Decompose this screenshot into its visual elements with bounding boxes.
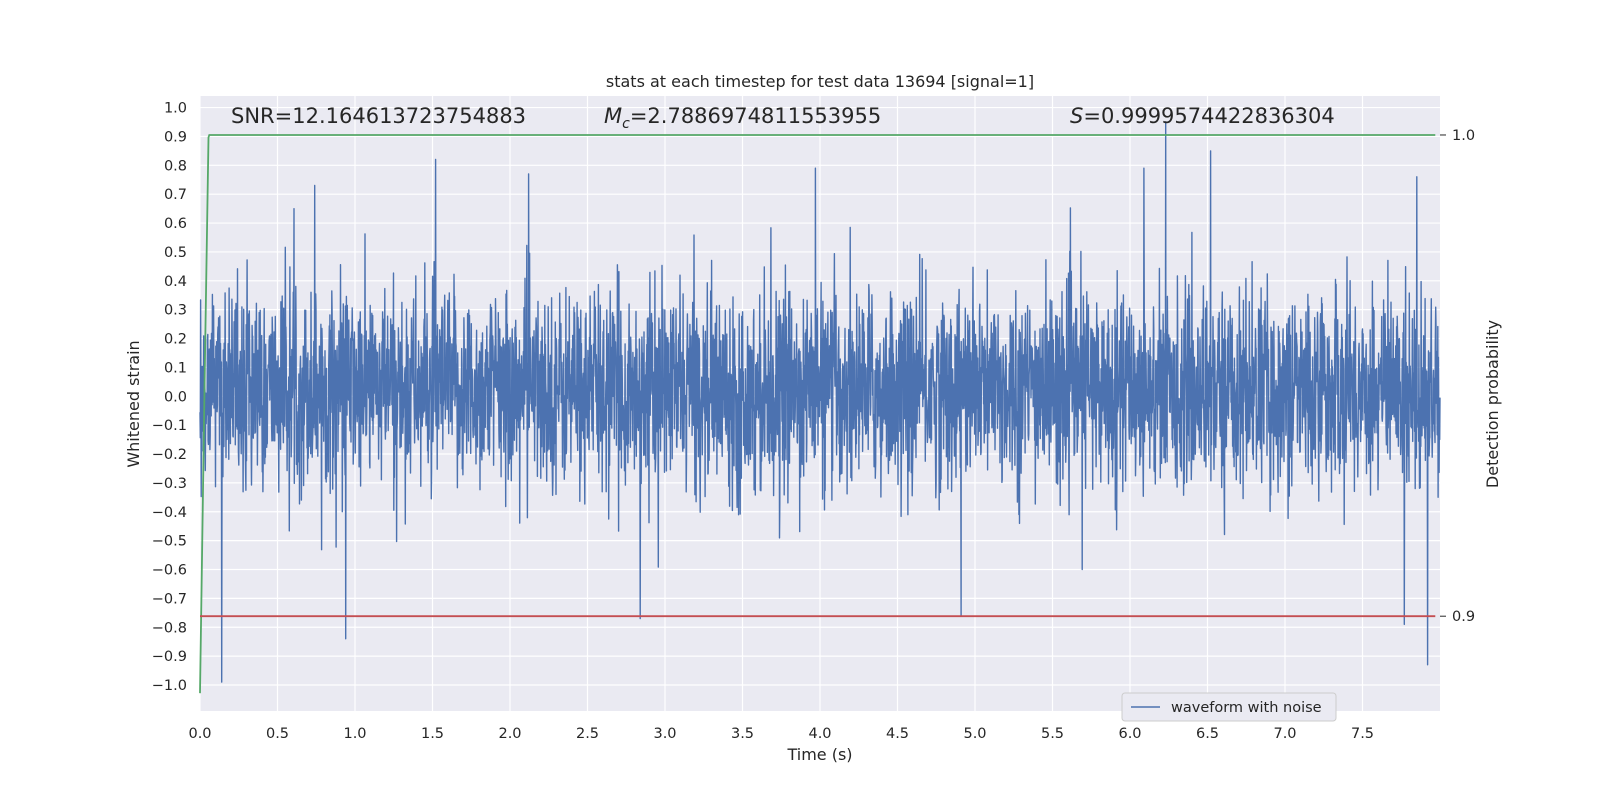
s-value: =0.9999574422836304	[1083, 104, 1334, 128]
mc-value: =2.7886974811553955	[630, 104, 881, 128]
y-tick-label: −0.7	[152, 591, 187, 607]
legend: waveform with noise	[1121, 692, 1337, 722]
y-tick-label: −0.4	[152, 505, 187, 521]
x-tick-label: 2.0	[498, 726, 521, 742]
x-tick-label: 5.5	[1041, 726, 1064, 742]
y2-tick-label: 1.0	[1452, 128, 1475, 144]
x-tick-label: 6.5	[1196, 726, 1219, 742]
x-tick-label: 7.0	[1273, 726, 1296, 742]
y2-axis-label: Detection probability	[1483, 320, 1502, 488]
snr-annotation: SNR=12.164613723754883	[231, 104, 526, 128]
x-tick-label: 7.5	[1351, 726, 1374, 742]
x-tick-label: 3.5	[731, 726, 754, 742]
y-tick-label: −0.5	[152, 534, 187, 550]
legend-label-waveform: waveform with noise	[1171, 700, 1322, 716]
y-tick-label: 0.6	[164, 216, 187, 232]
s-symbol: S	[1070, 104, 1083, 128]
x-tick-label: 4.5	[886, 726, 909, 742]
y-tick-label: 0.0	[164, 389, 187, 405]
chart-title: stats at each timestep for test data 136…	[606, 72, 1034, 91]
x-tick-label: 6.0	[1118, 726, 1141, 742]
mc-subscript: c	[622, 116, 630, 132]
x-tick-label: 0.0	[188, 726, 211, 742]
y-tick-label: 0.1	[164, 360, 187, 376]
y-tick-label: 0.5	[164, 245, 187, 261]
y-tick-label: 0.8	[164, 158, 187, 174]
y-tick-label: −0.1	[152, 418, 187, 434]
y-tick-label: 0.9	[164, 129, 187, 145]
y-tick-label: 0.7	[164, 187, 187, 203]
y-tick-label: −1.0	[152, 678, 187, 694]
y2-tick-label: 0.9	[1452, 609, 1475, 625]
y-tick-label: −0.9	[152, 649, 187, 665]
legend-box	[1121, 692, 1337, 722]
y-tick-label: 0.3	[164, 303, 187, 319]
x-tick-label: 4.0	[808, 726, 831, 742]
x-tick-label: 5.0	[963, 726, 986, 742]
y-tick-label: 0.4	[164, 274, 187, 290]
series-layer	[199, 121, 1441, 694]
x-tick-label: 3.0	[653, 726, 676, 742]
waveform-line	[199, 121, 1441, 683]
y-tick-label: −0.2	[152, 447, 187, 463]
x-axis-label: Time (s)	[786, 745, 852, 764]
ticks: 0.0 0.5 1.0 1.5 2.0 2.5 3.0 3.5 4.0 4.5 5.0 5.5 6.0 6…	[152, 101, 1475, 742]
score-annotation: S=0.9999574422836304	[1070, 104, 1335, 128]
x-tick-label: 1.0	[343, 726, 366, 742]
y-tick-label: −0.3	[152, 476, 187, 492]
x-tick-label: 0.5	[266, 726, 289, 742]
detection-probability-line	[199, 134, 1436, 694]
y-tick-label: −0.6	[152, 563, 187, 579]
chirp-mass-annotation: Mc=2.7886974811553955	[604, 104, 881, 132]
y-tick-label: 1.0	[164, 101, 187, 117]
y-axis-label: Whitened strain	[124, 340, 143, 467]
y-tick-label: 0.2	[164, 332, 187, 348]
x-tick-label: 2.5	[576, 726, 599, 742]
mc-symbol: M	[604, 104, 622, 128]
y-tick-label: −0.8	[152, 620, 187, 636]
x-tick-label: 1.5	[421, 726, 444, 742]
